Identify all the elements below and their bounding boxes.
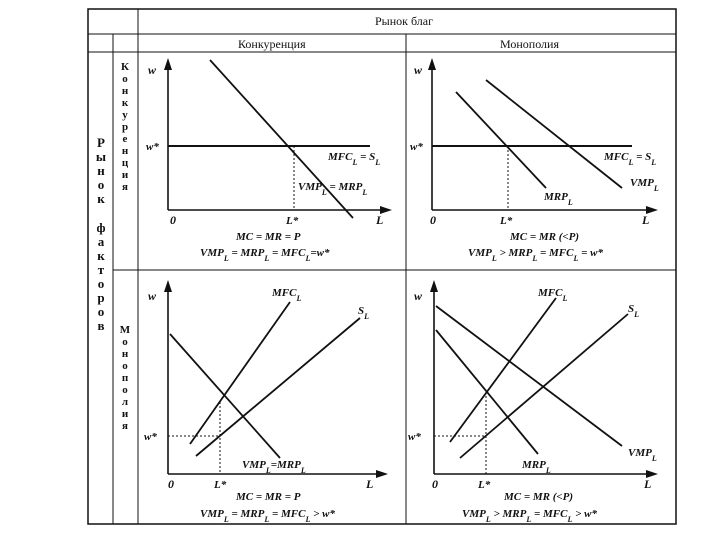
mfc-line <box>449 297 557 443</box>
equation-line-1: MC = MR = P <box>235 231 301 243</box>
vmp-curve-label: VMPL <box>630 177 659 193</box>
equation-line-2: VMPL = MRPL = MFCL > w* <box>200 508 335 524</box>
mrp-line <box>435 329 539 455</box>
goods-market-header: Рынок благ <box>375 14 434 28</box>
equation-line-1: MC = MR = P <box>235 491 301 503</box>
mrp-line <box>455 91 547 189</box>
w-axis-label: w <box>148 63 157 77</box>
equation-line-1: MC = MR (<P) <box>503 491 573 503</box>
origin-label: 0 <box>432 477 438 491</box>
w-axis-label: w <box>414 289 423 303</box>
L-axis-label: L <box>375 213 383 227</box>
L-axis-arrow <box>380 206 392 214</box>
panel-monopoly-monopoly: w L 0 w* L* MFCL SL MRPL VMPL MC = MR (<… <box>408 280 658 524</box>
supply-curve-label: SL <box>628 303 639 319</box>
demand-line <box>209 59 354 219</box>
L-star-label: L* <box>213 479 227 491</box>
L-axis-arrow <box>646 470 658 478</box>
origin-label: 0 <box>430 213 436 227</box>
L-axis-label: L <box>365 477 373 491</box>
L-star-label: L* <box>477 479 491 491</box>
supply-curve-label: MFCL = SL <box>327 151 380 167</box>
supply-curve-label: SL <box>358 305 369 321</box>
L-axis-arrow <box>646 206 658 214</box>
panel-monopoly-competition: w L 0 w* L* MFCL SL VMPL=MRPL MC = MR = … <box>144 280 388 524</box>
w-star-label: w* <box>146 141 159 153</box>
supply-line <box>459 313 629 459</box>
w-axis-label: w <box>148 289 157 303</box>
panel-competition-competition: w L 0 w* L* MFCL = SL VMPL = MRPL MC = M… <box>146 58 392 263</box>
demand-curve-label: VMPL = MRPL <box>298 181 367 197</box>
L-axis-arrow <box>376 470 388 478</box>
w-axis-arrow <box>164 58 172 70</box>
vmp-line <box>485 79 623 189</box>
supply-line <box>195 317 361 457</box>
equation-line-2: VMPL = MRPL = MFCL=w* <box>200 247 330 263</box>
vmp-curve-label: VMPL <box>628 447 657 463</box>
origin-label: 0 <box>170 213 176 227</box>
w-axis-label: w <box>414 63 423 77</box>
mfc-line <box>189 301 291 445</box>
equation-line-2: VMPL > MRPL = MFCL = w* <box>468 247 603 263</box>
mrp-curve-label: MRPL <box>521 459 551 475</box>
w-axis-arrow <box>164 280 172 292</box>
monopoly-header: Монополия <box>500 37 559 51</box>
mfc-curve-label: MFCL <box>537 287 567 303</box>
w-star-label: w* <box>410 141 423 153</box>
demand-line <box>169 333 281 459</box>
panel-competition-monopoly: w L 0 w* L* MFCL = SL MRPL VMPL MC = MR … <box>410 58 659 263</box>
L-star-label: L* <box>499 215 513 227</box>
equation-line-2: VMPL > MRPL = MFCL > w* <box>462 508 597 524</box>
competition-header: Конкуренция <box>238 37 306 51</box>
supply-curve-label: MFCL = SL <box>603 151 656 167</box>
L-star-label: L* <box>285 215 299 227</box>
L-axis-label: L <box>641 213 649 227</box>
table-border <box>87 8 677 525</box>
demand-curve-label: VMPL=MRPL <box>242 459 306 475</box>
origin-label: 0 <box>168 477 174 491</box>
mrp-curve-label: MRPL <box>543 191 573 207</box>
w-axis-arrow <box>428 58 436 70</box>
w-star-label: w* <box>144 431 157 443</box>
vmp-line <box>435 305 623 447</box>
mfc-curve-label: MFCL <box>271 287 301 303</box>
L-axis-label: L <box>643 477 651 491</box>
equation-line-1: MC = MR (<P) <box>509 231 579 243</box>
w-star-label: w* <box>408 431 421 443</box>
w-axis-arrow <box>430 280 438 292</box>
